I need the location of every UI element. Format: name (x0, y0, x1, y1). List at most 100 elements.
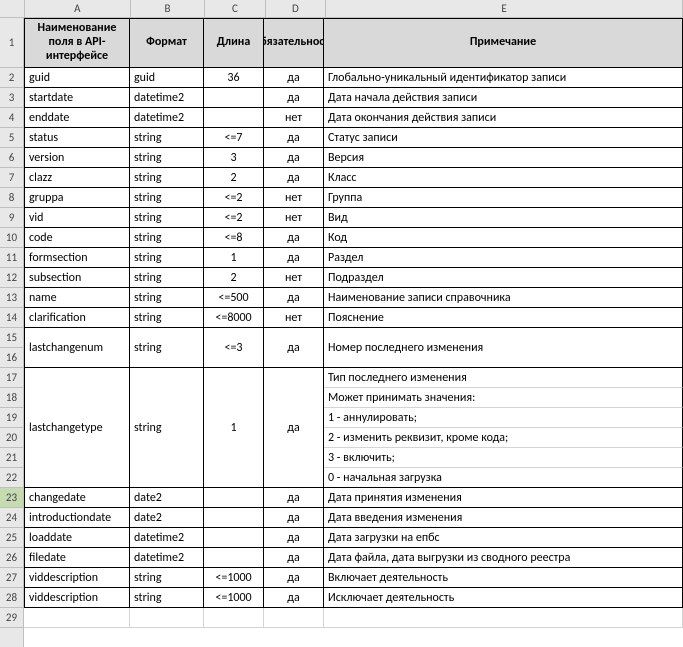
cell[interactable]: нет (264, 208, 324, 228)
cell[interactable]: lastchangenum (24, 328, 130, 368)
cell[interactable]: changedate (24, 488, 130, 508)
row-head[interactable]: 27 (0, 568, 23, 588)
cell[interactable]: status (24, 128, 130, 148)
cell[interactable]: Глобально-уникальный идентификатор запис… (324, 68, 683, 88)
cell[interactable]: introductiondate (24, 508, 130, 528)
cell[interactable]: code (24, 228, 130, 248)
row-head[interactable]: 10 (0, 228, 23, 248)
row-head[interactable]: 12 (0, 268, 23, 288)
row-head[interactable]: 15 (0, 328, 23, 348)
cell[interactable]: 3 (204, 148, 264, 168)
row-head[interactable]: 28 (0, 588, 23, 608)
cell[interactable]: да (264, 508, 324, 528)
row-head[interactable]: 1 (0, 18, 23, 68)
cell[interactable]: viddescription (24, 568, 130, 588)
cell[interactable]: 1 (204, 248, 264, 268)
table-header-cell[interactable]: Наименование поля в API-интерфейсе (24, 18, 130, 68)
col-head-B[interactable]: B (131, 0, 205, 17)
row-head[interactable]: 18 (0, 388, 23, 408)
row-head[interactable]: 14 (0, 308, 23, 328)
cell[interactable]: 2 - изменить реквизит, кроме кода; (324, 428, 683, 448)
row-head[interactable]: 6 (0, 148, 23, 168)
cell[interactable]: 2 (204, 268, 264, 288)
cell[interactable]: Версия (324, 148, 683, 168)
cell[interactable]: Исключает деятельность (324, 588, 683, 608)
cell[interactable]: да (264, 488, 324, 508)
row-head[interactable]: 26 (0, 548, 23, 568)
cell[interactable]: да (264, 288, 324, 308)
cell[interactable]: viddescription (24, 588, 130, 608)
cell[interactable]: Раздел (324, 248, 683, 268)
cell[interactable]: 0 - начальная загрузка (324, 468, 683, 488)
cell[interactable]: clazz (24, 168, 130, 188)
table-header-cell[interactable]: Формат (130, 18, 204, 68)
cell[interactable]: datetime2 (130, 108, 204, 128)
cell[interactable] (24, 608, 130, 628)
col-head-D[interactable]: D (266, 0, 326, 17)
cell[interactable]: нет (264, 308, 324, 328)
cell[interactable]: Дата принятия изменения (324, 488, 683, 508)
cell[interactable]: да (264, 148, 324, 168)
cell[interactable]: <=2 (204, 188, 264, 208)
row-head[interactable]: 25 (0, 528, 23, 548)
cell[interactable]: да (264, 328, 324, 368)
row-head[interactable]: 8 (0, 188, 23, 208)
row-head[interactable]: 22 (0, 468, 23, 488)
cell[interactable]: нет (264, 188, 324, 208)
cell[interactable]: string (130, 588, 204, 608)
cell[interactable]: Номер последнего изменения (324, 328, 683, 368)
cell[interactable]: 1 - аннулировать; (324, 408, 683, 428)
cell[interactable]: <=2 (204, 208, 264, 228)
row-head[interactable]: 29 (0, 608, 23, 628)
cell[interactable]: да (264, 248, 324, 268)
cell[interactable]: да (264, 568, 324, 588)
row-head[interactable]: 7 (0, 168, 23, 188)
cell[interactable]: да (264, 528, 324, 548)
cell[interactable]: string (130, 188, 204, 208)
cell[interactable]: Подраздел (324, 268, 683, 288)
cell[interactable]: filedate (24, 548, 130, 568)
cell[interactable]: 36 (204, 68, 264, 88)
row-head[interactable]: 19 (0, 408, 23, 428)
cell[interactable]: <=1000 (204, 588, 264, 608)
cell[interactable]: clarification (24, 308, 130, 328)
cell[interactable]: Код (324, 228, 683, 248)
cell[interactable]: startdate (24, 88, 130, 108)
cell[interactable]: date2 (130, 508, 204, 528)
row-head[interactable]: 9 (0, 208, 23, 228)
cell[interactable]: да (264, 168, 324, 188)
row-head[interactable]: 11 (0, 248, 23, 268)
cell[interactable]: Дата загрузки на епбс (324, 528, 683, 548)
cell[interactable]: Вид (324, 208, 683, 228)
row-head[interactable]: 4 (0, 108, 23, 128)
row-head[interactable]: 17 (0, 368, 23, 388)
cell[interactable]: string (130, 328, 204, 368)
cell[interactable]: subsection (24, 268, 130, 288)
cell[interactable]: Статус записи (324, 128, 683, 148)
cell[interactable]: <=1000 (204, 568, 264, 588)
row-head[interactable]: 3 (0, 88, 23, 108)
table-header-cell[interactable]: Обязательность (264, 18, 324, 68)
cell[interactable] (204, 508, 264, 528)
cell[interactable]: loaddate (24, 528, 130, 548)
cell[interactable]: string (130, 168, 204, 188)
table-header-cell[interactable]: Примечание (324, 18, 683, 68)
row-head[interactable]: 16 (0, 348, 23, 368)
cell[interactable]: datetime2 (130, 528, 204, 548)
cell[interactable]: да (264, 548, 324, 568)
row-head[interactable]: 24 (0, 508, 23, 528)
cell[interactable]: да (264, 588, 324, 608)
cell[interactable] (204, 548, 264, 568)
cell[interactable]: string (130, 148, 204, 168)
cell[interactable] (204, 528, 264, 548)
cell[interactable]: formsection (24, 248, 130, 268)
cell[interactable]: string (130, 568, 204, 588)
cell[interactable]: нет (264, 268, 324, 288)
cell[interactable]: Тип последнего изменения (324, 368, 683, 388)
cell[interactable]: enddate (24, 108, 130, 128)
col-head-E[interactable]: E (326, 0, 683, 17)
cell[interactable] (130, 608, 204, 628)
cell[interactable]: datetime2 (130, 88, 204, 108)
row-head[interactable]: 21 (0, 448, 23, 468)
cell[interactable] (324, 608, 683, 628)
